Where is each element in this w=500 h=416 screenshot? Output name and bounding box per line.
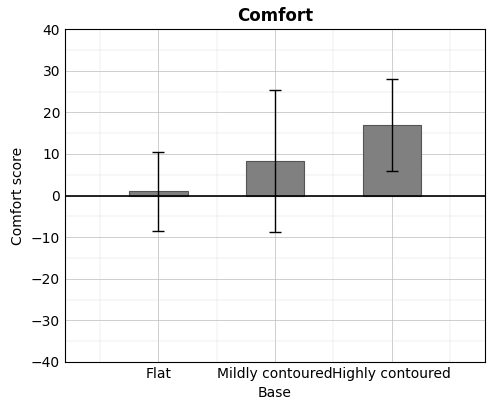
Y-axis label: Comfort score: Comfort score: [12, 146, 26, 245]
X-axis label: Base: Base: [258, 386, 292, 400]
Bar: [362, 125, 421, 196]
Bar: [129, 191, 188, 196]
Bar: [246, 161, 304, 196]
Title: Comfort: Comfort: [237, 7, 313, 25]
